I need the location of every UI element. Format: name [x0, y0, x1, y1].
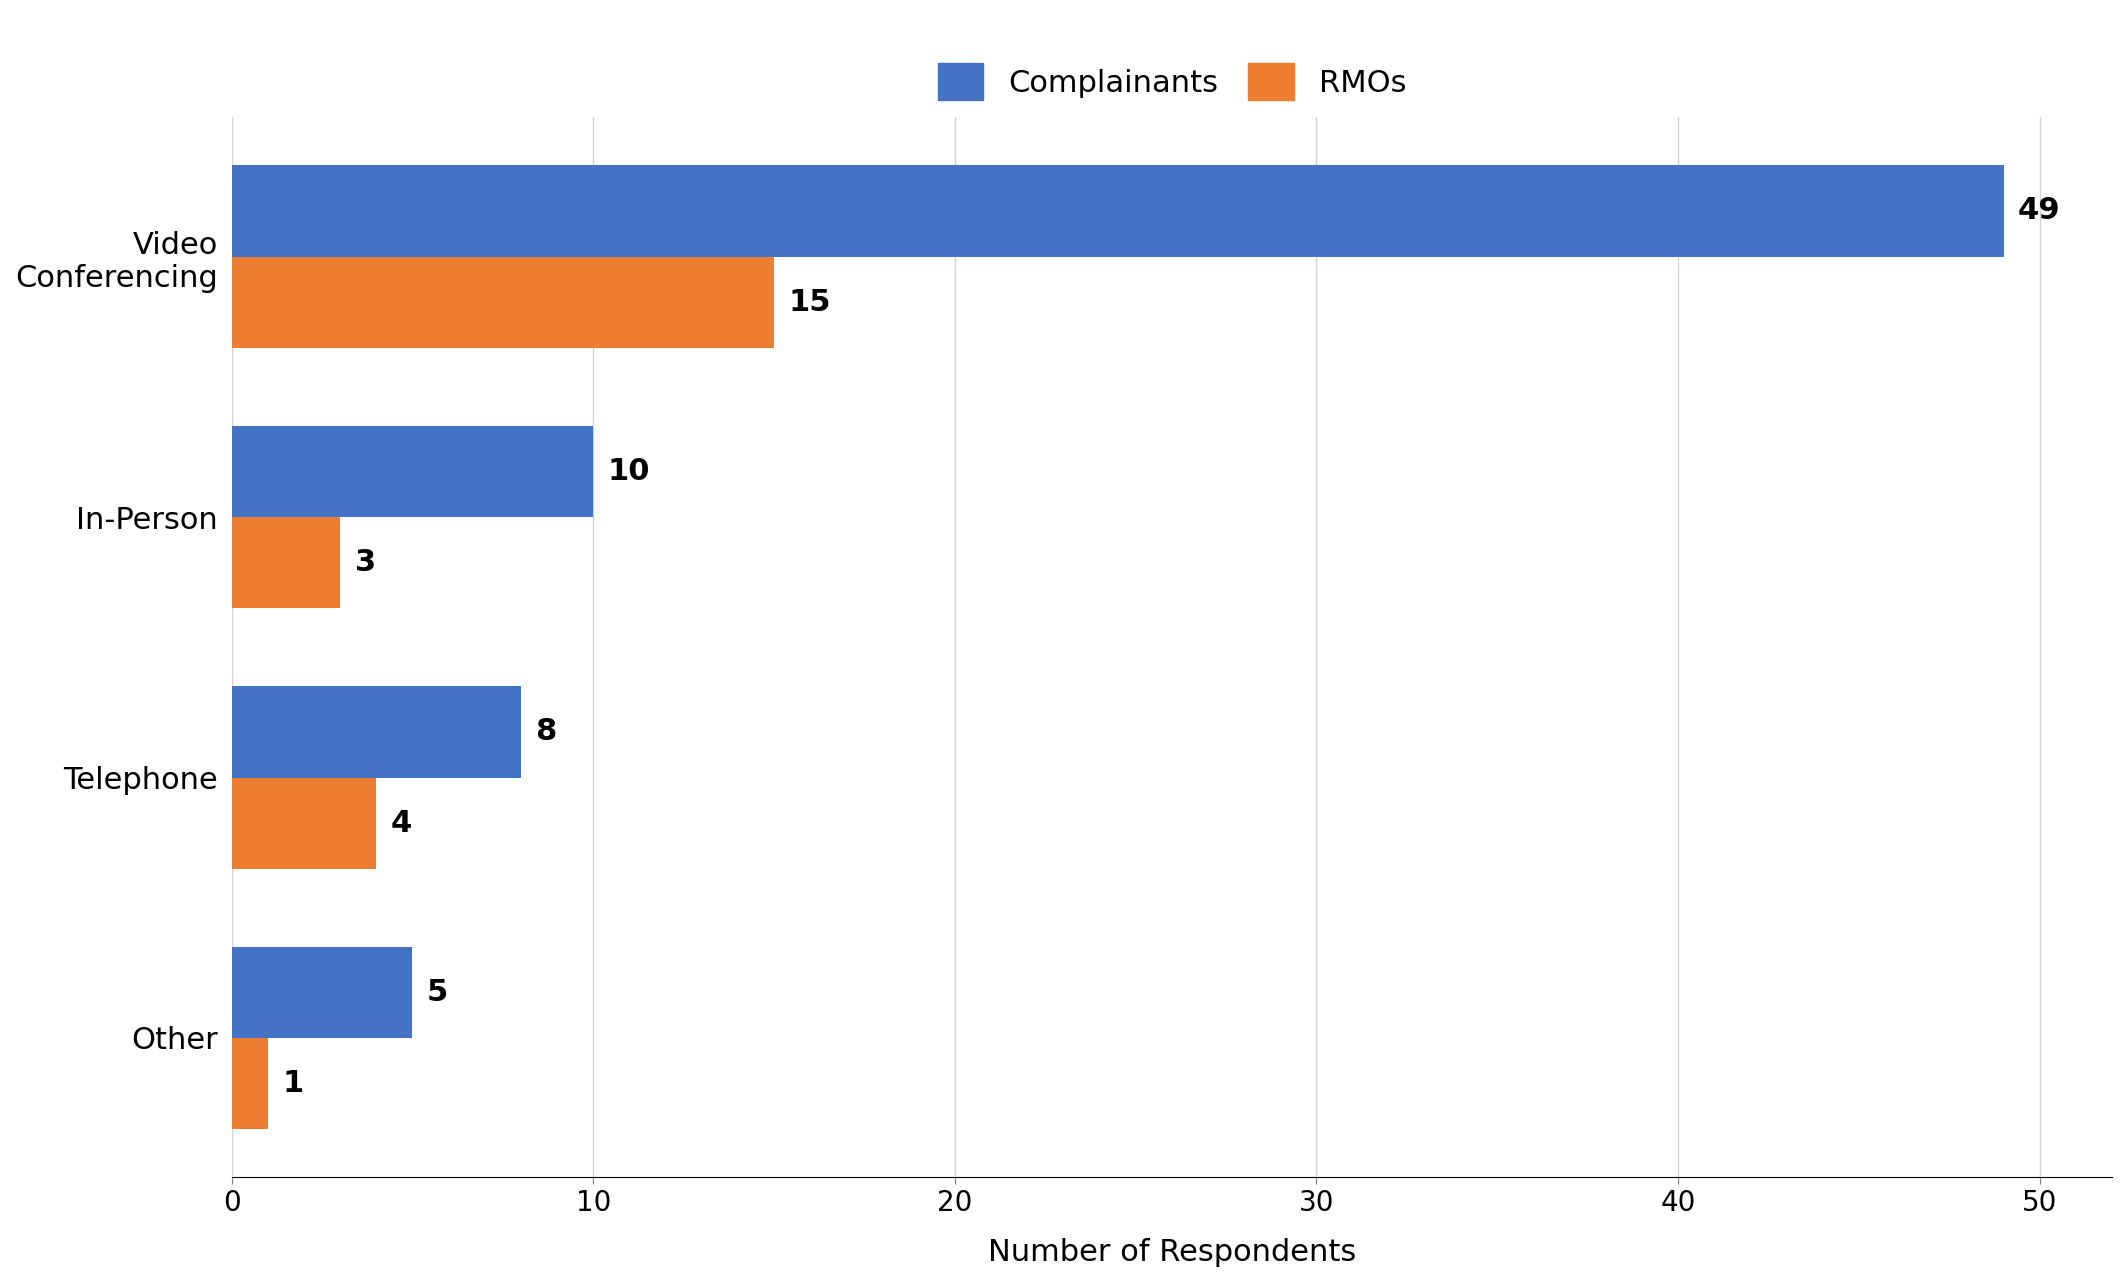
Legend: Complainants, RMOs: Complainants, RMOs [923, 47, 1421, 115]
Bar [232, 426, 593, 517]
Bar [232, 517, 340, 608]
Text: 5: 5 [428, 978, 449, 1006]
Bar [232, 1038, 268, 1129]
Bar [232, 165, 2004, 256]
Text: 15: 15 [789, 287, 832, 317]
Bar [232, 256, 774, 347]
X-axis label: Number of Respondents: Number of Respondents [987, 1238, 1355, 1267]
Text: 8: 8 [536, 718, 557, 746]
Bar [232, 686, 521, 777]
Bar [232, 947, 413, 1038]
Text: 1: 1 [283, 1069, 304, 1099]
Text: 49: 49 [2019, 196, 2061, 226]
Text: 3: 3 [355, 549, 376, 577]
Bar [232, 777, 376, 869]
Text: 4: 4 [391, 809, 413, 837]
Text: 10: 10 [608, 456, 651, 486]
